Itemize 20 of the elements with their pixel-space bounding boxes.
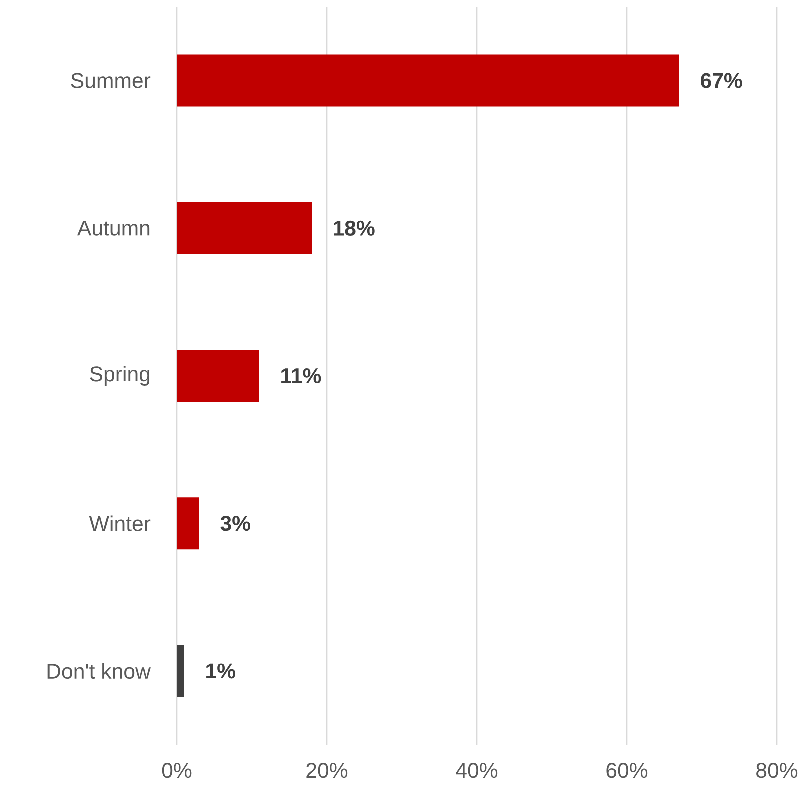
x-tick-label: 20% — [306, 763, 348, 778]
bar — [177, 54, 680, 107]
x-tick-label: 0% — [162, 763, 192, 778]
y-tick-label: Don't know — [48, 663, 151, 680]
x-tick-label: 80% — [756, 763, 798, 778]
y-tick-label: Spring — [90, 366, 150, 386]
x-tick-label: 40% — [456, 763, 498, 778]
x-tick-label: 60% — [606, 763, 648, 778]
data-label: 1% — [206, 664, 236, 679]
bar — [177, 645, 184, 698]
bar — [177, 202, 312, 254]
data-label: 18% — [334, 220, 375, 236]
bar — [177, 498, 200, 550]
y-tick-label: Summer — [71, 73, 151, 88]
data-label: 3% — [220, 516, 250, 532]
data-label: 11% — [282, 368, 322, 384]
y-tick-label: Winter — [89, 516, 151, 532]
data-label: 67% — [700, 73, 742, 88]
bar — [177, 350, 260, 402]
y-tick-label: Autumn — [77, 220, 150, 236]
